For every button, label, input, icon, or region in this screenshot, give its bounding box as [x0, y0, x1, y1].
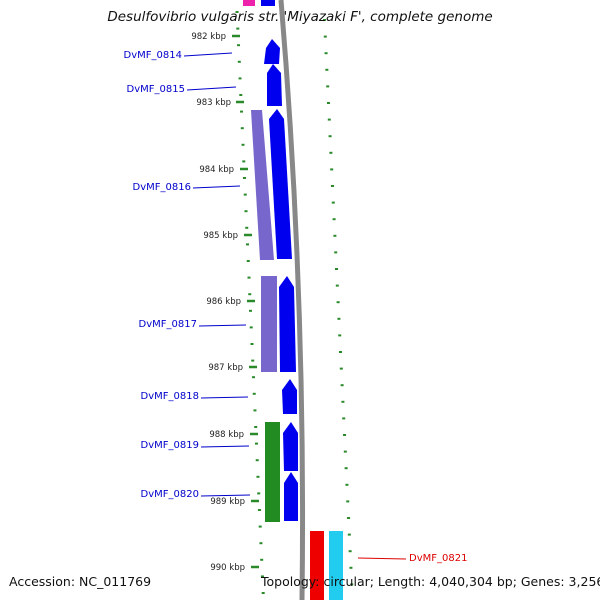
feature-magenta-partial[interactable]: [243, 0, 255, 6]
kbp-label: 988 kbp: [209, 430, 244, 440]
gene-leader-line: [357, 557, 407, 560]
gene-label[interactable]: DvMF_0821: [409, 553, 467, 564]
accession-text: Accession: NC_011769: [9, 574, 152, 589]
kbp-label: 990 kbp: [210, 563, 245, 573]
kbp-label: 989 kbp: [210, 497, 245, 507]
gene-arrow-dvmf-0819[interactable]: [283, 422, 298, 471]
figure-title: Desulfovibrio vulgaris str. 'Miyazaki F'…: [107, 9, 493, 25]
kbp-label: 985 kbp: [203, 231, 238, 241]
gene-arrow-dvmf-0814[interactable]: [264, 39, 280, 64]
gene-label[interactable]: DvMF_0815: [127, 84, 185, 95]
gene-arrow-dvmf-0815[interactable]: [267, 64, 282, 106]
gene-leader-line: [200, 396, 249, 399]
gene-arrow-dvmf-0816[interactable]: [269, 109, 292, 259]
feature-blue-partial[interactable]: [261, 0, 275, 6]
gene-bar-dvmf-0819-green[interactable]: [265, 422, 280, 522]
gene-bar-dvmf-0816-purple[interactable]: [251, 110, 274, 260]
gene-leader-line: [183, 52, 233, 57]
kbp-label: 986 kbp: [206, 297, 241, 307]
tick-marks: [235, 11, 354, 594]
kbp-label: 987 kbp: [208, 363, 243, 373]
gene-leader-line: [200, 494, 251, 497]
gene-label[interactable]: DvMF_0816: [133, 182, 191, 193]
gene-label[interactable]: DvMF_0820: [141, 489, 199, 500]
genome-summary-text: Topology: circular; Length: 4,040,304 bp…: [261, 574, 600, 589]
kbp-label: 983 kbp: [196, 98, 231, 108]
gene-label[interactable]: DvMF_0814: [124, 50, 182, 61]
genome-backbone: [278, 0, 306, 600]
kbp-label: 984 kbp: [199, 165, 234, 175]
gene-leader-line: [198, 324, 247, 327]
gene-label[interactable]: DvMF_0819: [141, 440, 199, 451]
gene-arrow-dvmf-0820[interactable]: [284, 472, 298, 521]
gene-arrow-dvmf-0818[interactable]: [282, 379, 297, 414]
gene-bar-dvmf-0821-red[interactable]: [310, 531, 324, 600]
gene-bar-dvmf-0817-purple[interactable]: [261, 276, 277, 372]
gene-arrow-dvmf-0817[interactable]: [279, 276, 296, 372]
gene-bar-dvmf-0821-cyan[interactable]: [329, 531, 343, 600]
feature-track: [243, 0, 343, 600]
gene-leader-line: [186, 86, 237, 91]
gene-label[interactable]: DvMF_0818: [141, 391, 199, 402]
gene-leader-line: [200, 445, 250, 448]
labels: 982 kbp 983 kbp 984 kbp 985 kbp 986 kbp 987 k…: [124, 32, 468, 573]
gene-leader-line: [192, 185, 241, 189]
gene-label[interactable]: DvMF_0817: [139, 319, 197, 330]
kbp-label: 982 kbp: [191, 32, 226, 42]
